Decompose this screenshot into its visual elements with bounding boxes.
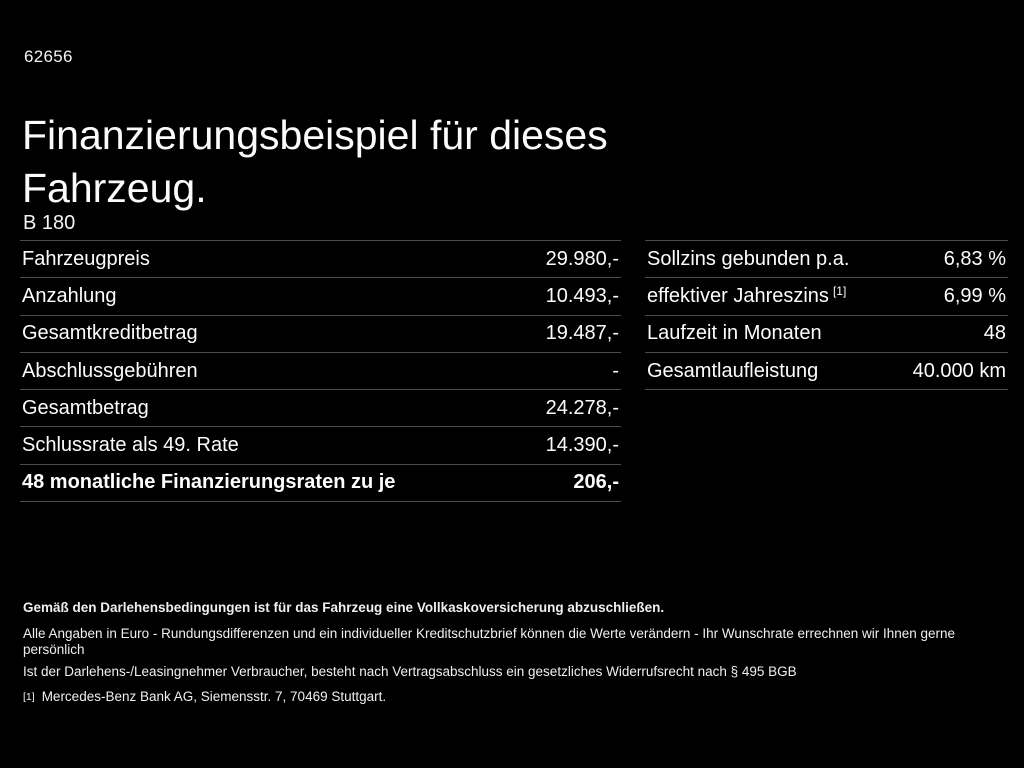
finance-table: Fahrzeugpreis 29.980,- Anzahlung 10.493,… <box>20 240 621 503</box>
table-row: effektiver Jahreszins [1] 6,99 % <box>645 277 1008 314</box>
table-row: Gesamtkreditbetrag 19.487,- <box>20 314 621 352</box>
row-value: 48 <box>983 322 1006 345</box>
page-title: Finanzierungsbeispiel für dieses Fahrzeu… <box>22 112 608 212</box>
row-value: 24.278,- <box>545 396 619 419</box>
row-value: 40.000 km <box>912 359 1006 382</box>
table-row: Abschlussgebühren - <box>20 351 621 389</box>
table-row: Fahrzeugpreis 29.980,- <box>20 240 621 277</box>
row-label: Gesamtbetrag <box>22 396 149 419</box>
row-value: 206,- <box>573 471 619 494</box>
table-row: Laufzeit in Monaten 48 <box>645 314 1008 352</box>
row-label: 48 monatliche Finanzierungsraten zu je <box>22 471 396 494</box>
doc-number: 62656 <box>24 47 73 66</box>
row-value: - <box>612 359 619 382</box>
footnote-marker: [1] <box>23 691 35 703</box>
table-row-monthly-rate: 48 monatliche Finanzierungsraten zu je 2… <box>20 463 621 501</box>
footnote: [1] Mercedes-Benz Bank AG, Siemensstr. 7,… <box>23 689 1003 706</box>
table-row: Anzahlung 10.493,- <box>20 277 621 314</box>
row-label: Fahrzeugpreis <box>22 247 150 270</box>
insurance-note: Gemäß den Darlehensbedingungen ist für d… <box>23 600 665 615</box>
row-value: 14.390,- <box>545 434 619 457</box>
row-value: 6,83 % <box>943 247 1006 270</box>
vehicle-model: B 180 <box>23 212 76 234</box>
footnote-marker: [1] <box>832 283 847 298</box>
table-row: Schlussrate als 49. Rate 14.390,- <box>20 426 621 463</box>
footnote-text: Mercedes-Benz Bank AG, Siemensstr. 7, 70… <box>41 689 387 704</box>
row-value: 6,99 % <box>943 284 1006 307</box>
footer: Gemäß den Darlehensbedingungen ist für d… <box>23 600 1003 706</box>
row-value: 29.980,- <box>545 247 619 270</box>
row-value: 19.487,- <box>545 322 619 345</box>
row-label: Laufzeit in Monaten <box>647 322 822 345</box>
row-label: effektiver Jahreszins [1] <box>647 283 847 308</box>
row-label-text: effektiver Jahreszins <box>647 284 829 307</box>
table-row: Sollzins gebunden p.a. 6,83 % <box>645 240 1008 277</box>
row-value: 10.493,- <box>545 284 619 307</box>
table-row: Gesamtlaufleistung 40.000 km <box>645 351 1008 389</box>
row-label: Gesamtkreditbetrag <box>22 322 198 345</box>
row-label: Schlussrate als 49. Rate <box>22 434 239 457</box>
row-label: Anzahlung <box>22 284 117 307</box>
row-label: Sollzins gebunden p.a. <box>647 247 850 270</box>
row-label: Gesamtlaufleistung <box>647 359 819 382</box>
conditions-table: Sollzins gebunden p.a. 6,83 % effektiver… <box>645 240 1008 391</box>
disclaimer-line-2: Ist der Darlehens-/Leasingnehmer Verbrau… <box>23 664 797 679</box>
disclaimer-line-1: Alle Angaben in Euro - Rundungsdifferenz… <box>23 626 956 657</box>
table-row: Gesamtbetrag 24.278,- <box>20 389 621 426</box>
row-label: Abschlussgebühren <box>22 359 198 382</box>
